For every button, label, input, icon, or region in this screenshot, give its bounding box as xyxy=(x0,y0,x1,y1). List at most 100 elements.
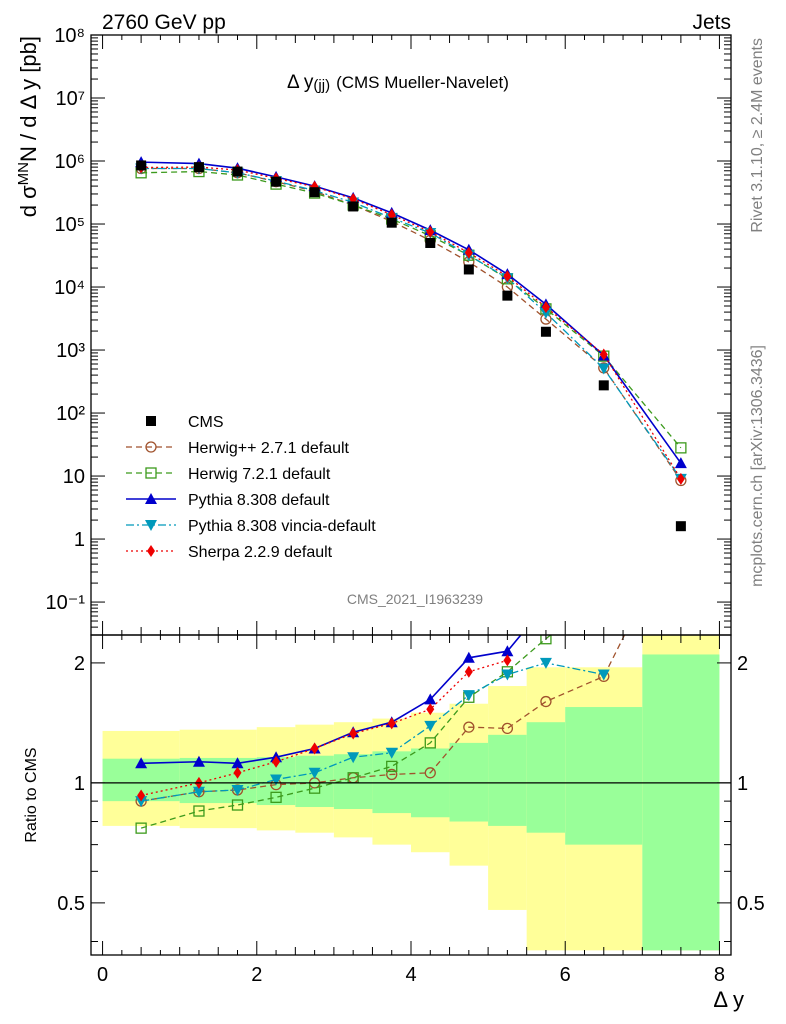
sherpa-2-2-9-default-ratio-point xyxy=(464,665,473,678)
sherpa-2-2-9-default-point xyxy=(599,348,608,361)
sherpa-2-2-9-default-ratio-point xyxy=(233,766,242,779)
y-tick-label: 10² xyxy=(56,403,85,425)
pythia-8-308-vincia-default-ratio-point xyxy=(539,657,552,669)
cms-point xyxy=(348,201,359,212)
ratio-ylabel: Ratio to CMS xyxy=(23,747,40,842)
cms-point xyxy=(386,217,397,228)
herwig-7-2-1-default-ratio-point xyxy=(135,822,147,834)
x-tick-label: 2 xyxy=(251,964,262,986)
cms-point xyxy=(502,290,513,301)
legend-label: Herwig++ 2.7.1 default xyxy=(188,440,350,457)
legend-label: Pythia 8.308 vincia-default xyxy=(188,518,376,535)
pythia-8-308-vincia-default-ratio-point xyxy=(308,767,321,779)
legend-marker xyxy=(145,493,157,504)
green-band-bin xyxy=(449,742,489,822)
herwig-7-2-1-default-ratio-point xyxy=(193,805,205,817)
green-band-bin xyxy=(372,751,411,814)
y-tick-label: 10⁵ xyxy=(54,214,85,236)
ratio-y-tick-label-right: 2 xyxy=(737,653,748,675)
sherpa-2-2-9-default-point xyxy=(676,472,685,485)
uncertainty-bands xyxy=(102,635,720,951)
y-tick-label: 10⁸ xyxy=(54,25,85,47)
pythia-8-308-vincia-default-ratio-point xyxy=(135,796,148,808)
pythia-8-308-vincia-default-ratio-point xyxy=(501,669,514,681)
main-ylabel: d σMNN / d Δ y [pb] xyxy=(15,36,41,217)
analysis-watermark: CMS_2021_I1963239 xyxy=(347,591,483,607)
herwig-2-7-1-default-ratio-point xyxy=(386,768,398,781)
pythia-8-308-default-ratio-point xyxy=(462,651,475,663)
pythia-8-308-default-ratio-point xyxy=(540,599,552,610)
process-label: Jets xyxy=(692,11,731,34)
herwig-7-2-1-default-ratio-point xyxy=(386,760,398,773)
y-tick-label: 10 xyxy=(63,466,85,488)
green-band-bin xyxy=(295,755,334,808)
pythia-8-308-vincia-default-ratio-point xyxy=(347,752,360,764)
pythia-8-308-vincia-default-ratio-point xyxy=(231,784,244,796)
sherpa-2-2-9-default-ratio-point xyxy=(503,654,512,667)
ratio-y-tick-label: 1 xyxy=(74,773,85,795)
y-tick-label: 10⁷ xyxy=(56,88,85,110)
cms-point xyxy=(309,187,320,198)
cms-point xyxy=(193,162,204,173)
green-band-bin xyxy=(488,734,527,826)
legend-label: Pythia 8.308 default xyxy=(188,492,330,509)
herwig-2-7-1-default-line xyxy=(141,167,682,481)
cms-point xyxy=(675,521,686,532)
sherpa-2-2-9-default-point xyxy=(541,301,550,314)
mcplots-label: mcplots.cern.ch [arXiv:1306.3436] xyxy=(749,345,766,587)
legend-label: Herwig 7.2.1 default xyxy=(188,466,331,483)
sherpa-2-2-9-default-ratio-point xyxy=(137,789,146,802)
green-band-bin xyxy=(179,757,257,804)
ratio-y-tick-label-right: 0.5 xyxy=(737,893,765,915)
main-frame xyxy=(90,34,732,636)
y-tick-label: 10⁶ xyxy=(55,151,85,173)
pythia-8-308-default-ratio-point xyxy=(424,693,437,705)
legend-marker xyxy=(145,441,157,453)
y-tick-label: 10⁴ xyxy=(54,277,85,299)
sherpa-2-2-9-default-point xyxy=(503,270,512,283)
x-tick-label: 4 xyxy=(405,964,416,986)
herwig-2-7-1-default-ratio-point xyxy=(501,722,514,735)
herwig-7-2-1-default-ratio-point xyxy=(270,791,282,803)
sherpa-2-2-9-default-ratio-point xyxy=(310,742,319,755)
herwig-7-2-1-default-ratio-line xyxy=(140,635,552,829)
pythia-8-308-vincia-default-point xyxy=(597,363,610,375)
cms-point xyxy=(598,380,609,391)
axes: 0 2 4 6 8 10⁻¹ 1 10 10² 10³ 10⁴ 10⁵ 10⁶ 10⁷ 10⁸ 0.5 0.5 1… xyxy=(46,25,765,986)
green-band-bin xyxy=(642,654,720,951)
rivet-label: Rivet 3.1.10, ≥ 2.4M events xyxy=(749,38,766,233)
legend-label: Sherpa 2.2.9 default xyxy=(188,544,333,561)
herwig-7-2-1-default-ratio-point xyxy=(540,635,552,645)
y-tick-label: 10⁻¹ xyxy=(46,592,86,614)
pythia-8-308-vincia-default-ratio-point xyxy=(424,720,437,732)
herwig-2-7-1-default-ratio-point xyxy=(424,767,436,779)
herwig-2-7-1-default-ratio-point xyxy=(540,695,552,708)
pythia-8-308-default-ratio-point xyxy=(135,757,148,769)
ratio-y-tick-label: 0.5 xyxy=(57,893,85,915)
ratio-y-tick-label-right: 1 xyxy=(737,773,748,795)
ratio-y-tick-label: 2 xyxy=(74,653,85,675)
energy-label: 2760 GeV pp xyxy=(102,11,226,34)
legend-marker xyxy=(147,545,155,557)
cms-point xyxy=(463,264,474,275)
x-tick-label: 6 xyxy=(560,964,571,986)
main-panel-marks xyxy=(135,156,687,532)
legend-marker xyxy=(145,520,157,531)
herwig-7-2-1-default-ratio-point xyxy=(599,588,609,598)
legend-marker xyxy=(145,467,157,479)
herwig-7-2-1-default-point xyxy=(675,442,687,454)
pythia-8-308-default-ratio-point xyxy=(231,757,244,769)
legend-marker xyxy=(146,416,156,426)
pythia-8-308-vincia-default-ratio-point xyxy=(192,786,205,798)
sherpa-2-2-9-default-line xyxy=(141,166,682,480)
sherpa-2-2-9-default-ratio-point xyxy=(426,703,435,716)
cms-point xyxy=(425,237,436,248)
herwig-7-2-1-default-ratio-point xyxy=(424,737,436,749)
legend: CMS Herwig++ 2.7.1 default Herwig 7.2.1 de… xyxy=(126,414,376,561)
green-band-bin xyxy=(565,707,643,845)
cms-point xyxy=(271,176,282,187)
legend-label: CMS xyxy=(188,414,224,431)
pythia-8-308-vincia-default-ratio-point xyxy=(385,747,398,759)
cms-point xyxy=(540,326,551,337)
